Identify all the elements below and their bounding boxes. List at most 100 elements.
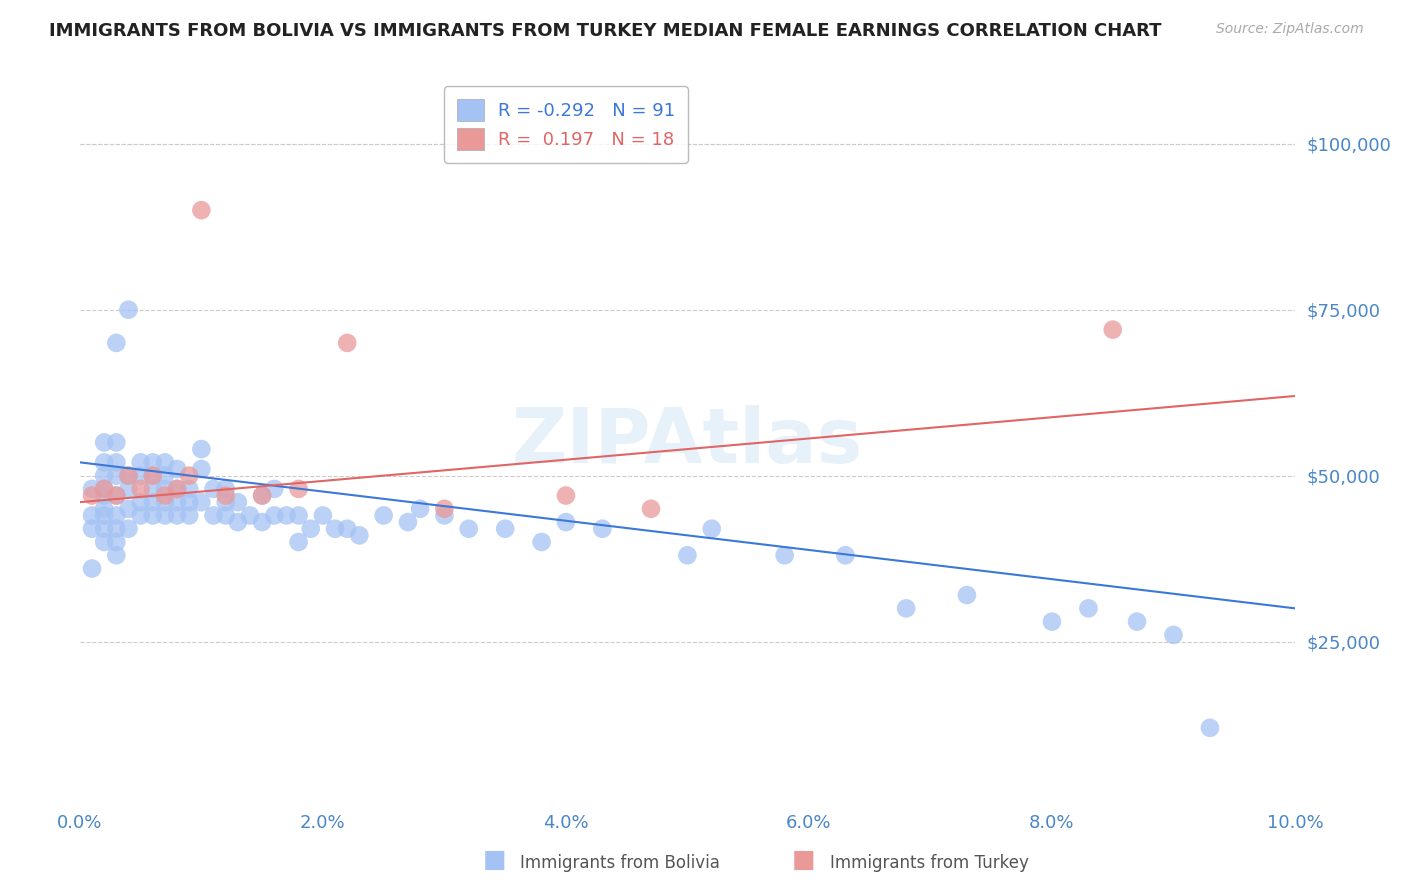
Point [179, 508, 201, 523]
Text: Immigrants from Bolivia: Immigrants from Bolivia [520, 855, 720, 872]
Point [336, 335, 359, 350]
Point [80, 482, 103, 496]
Point [834, 548, 856, 562]
Text: Source: ZipAtlas.com: Source: ZipAtlas.com [1216, 22, 1364, 37]
Point [129, 468, 152, 483]
Point [323, 522, 346, 536]
Legend: R = -0.292   N = 91, R =  0.197   N = 18: R = -0.292 N = 91, R = 0.197 N = 18 [444, 87, 688, 163]
Point [129, 508, 152, 523]
Text: ZIPAtlas: ZIPAtlas [512, 406, 863, 479]
Point [93, 489, 115, 503]
Point [1077, 601, 1099, 615]
Point [700, 522, 723, 536]
Point [117, 468, 139, 483]
Point [117, 468, 139, 483]
Point [179, 468, 201, 483]
Point [80, 508, 103, 523]
Point [105, 468, 128, 483]
Point [80, 561, 103, 575]
Point [179, 482, 201, 496]
Point [1199, 721, 1222, 735]
Text: Immigrants from Turkey: Immigrants from Turkey [830, 855, 1028, 872]
Point [190, 203, 212, 218]
Point [215, 508, 238, 523]
Point [117, 482, 139, 496]
Point [153, 455, 176, 469]
Point [129, 482, 152, 496]
Point [105, 489, 128, 503]
Point [433, 508, 456, 523]
Point [142, 508, 165, 523]
Point [1101, 323, 1123, 337]
Point [105, 535, 128, 549]
Point [153, 482, 176, 496]
Point [105, 508, 128, 523]
Point [117, 302, 139, 317]
Point [409, 501, 432, 516]
Point [153, 495, 176, 509]
Point [142, 468, 165, 483]
Point [153, 508, 176, 523]
Point [956, 588, 979, 602]
Point [80, 489, 103, 503]
Point [166, 462, 188, 476]
Point [166, 495, 188, 509]
Point [142, 455, 165, 469]
Point [287, 535, 309, 549]
Point [202, 508, 225, 523]
Point [105, 335, 128, 350]
Point [530, 535, 553, 549]
Point [105, 489, 128, 503]
Point [1126, 615, 1149, 629]
Point [117, 522, 139, 536]
Point [250, 489, 273, 503]
Point [142, 468, 165, 483]
Point [640, 501, 662, 516]
Point [105, 522, 128, 536]
Point [226, 495, 249, 509]
Point [1163, 628, 1185, 642]
Point [287, 508, 309, 523]
Point [166, 482, 188, 496]
Point [250, 489, 273, 503]
Point [202, 482, 225, 496]
Point [1040, 615, 1063, 629]
Point [276, 508, 298, 523]
Point [773, 548, 796, 562]
Point [494, 522, 516, 536]
Text: IMMIGRANTS FROM BOLIVIA VS IMMIGRANTS FROM TURKEY MEDIAN FEMALE EARNINGS CORRELA: IMMIGRANTS FROM BOLIVIA VS IMMIGRANTS FR… [49, 22, 1161, 40]
Point [226, 515, 249, 529]
Point [336, 522, 359, 536]
Point [349, 528, 371, 542]
Point [299, 522, 322, 536]
Point [80, 522, 103, 536]
Point [166, 508, 188, 523]
Point [555, 489, 578, 503]
Point [93, 468, 115, 483]
Point [93, 508, 115, 523]
Point [396, 515, 419, 529]
Point [93, 535, 115, 549]
Point [93, 435, 115, 450]
Point [263, 508, 285, 523]
Point [287, 482, 309, 496]
Point [676, 548, 699, 562]
Point [190, 462, 212, 476]
Point [93, 482, 115, 496]
Point [166, 482, 188, 496]
Point [433, 501, 456, 516]
Text: ■: ■ [482, 848, 506, 872]
Point [142, 495, 165, 509]
Point [129, 495, 152, 509]
Point [591, 522, 613, 536]
Point [263, 482, 285, 496]
Point [190, 495, 212, 509]
Point [105, 435, 128, 450]
Point [129, 455, 152, 469]
Point [312, 508, 335, 523]
Point [250, 515, 273, 529]
Point [93, 455, 115, 469]
Point [105, 548, 128, 562]
Point [142, 482, 165, 496]
Text: ■: ■ [792, 848, 815, 872]
